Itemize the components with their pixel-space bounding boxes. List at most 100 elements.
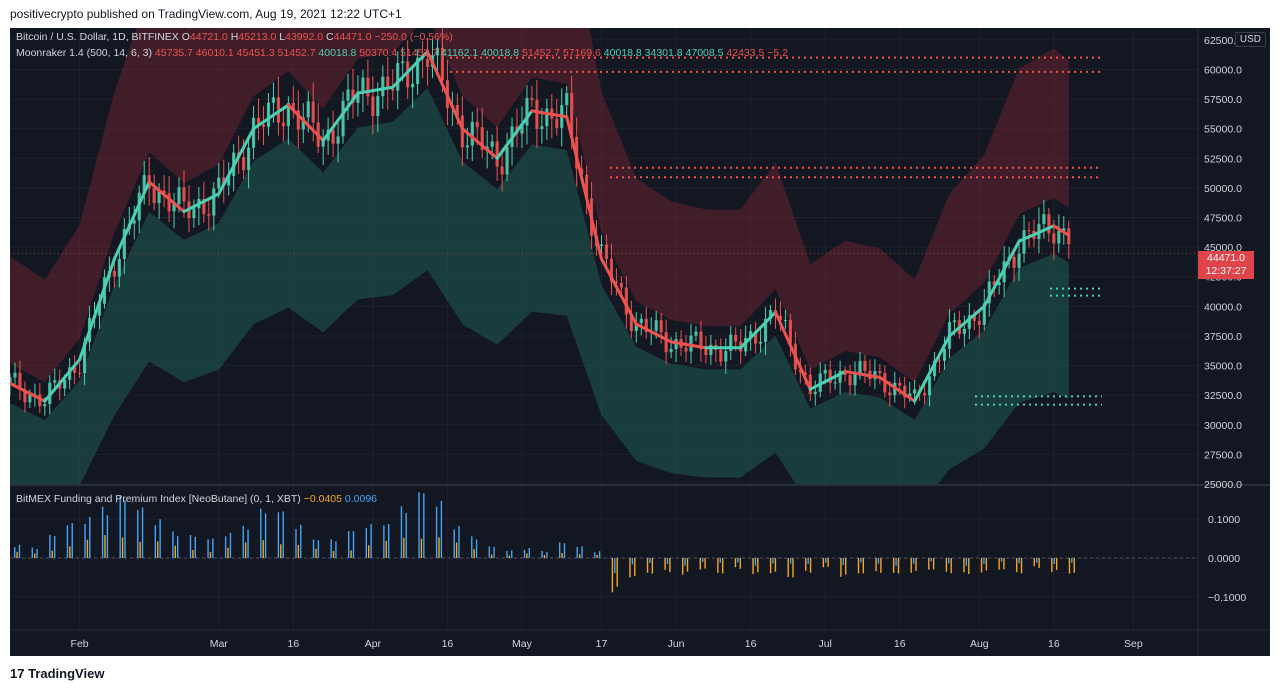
candle-body <box>898 382 902 386</box>
funding-bar <box>300 524 302 558</box>
funding-pane[interactable] <box>10 492 1198 593</box>
moonraker-line-segment <box>600 257 608 270</box>
candle-body <box>664 332 668 353</box>
time-tick-label: Feb <box>71 638 89 650</box>
moonraker-line-segment <box>938 343 946 357</box>
candle-body <box>997 282 1001 286</box>
moonraker-line-segment <box>923 371 932 384</box>
funding-bar <box>774 558 777 572</box>
candle-body <box>624 287 628 315</box>
candle-body <box>659 320 663 333</box>
funding-bar <box>332 550 335 558</box>
price-tick-label: 40000.0 <box>1204 301 1242 313</box>
funding-bar <box>704 558 706 569</box>
funding-bar <box>717 558 719 574</box>
low-value: 43992.0 <box>285 31 324 43</box>
moonraker-value: 45735.7 <box>154 47 193 59</box>
funding-axis[interactable]: 0.1000 0.0000 −0.1000 <box>1208 514 1246 604</box>
funding-bar <box>119 496 121 558</box>
main-pane[interactable] <box>10 28 1198 515</box>
funding-bar <box>124 500 126 558</box>
symbol-legend[interactable]: Bitcoin / U.S. Dollar, 1D, BITFINEX O447… <box>16 31 453 43</box>
funding-bar <box>734 558 737 568</box>
candle-body <box>256 117 261 125</box>
funding-bar <box>262 540 264 558</box>
moonraker-line-segment <box>783 332 792 347</box>
moonraker-line-segment <box>565 115 574 139</box>
candle-body <box>704 349 708 355</box>
price-chart-svg[interactable]: 62500.0 60000.0 57500.0 55000.0 52500.0 50000… <box>10 28 1270 656</box>
price-tick-label: 47500.0 <box>1204 213 1242 225</box>
candle-body <box>117 258 121 277</box>
currency-button[interactable]: USD <box>1234 32 1266 47</box>
moonraker-legend[interactable]: Moonraker 1.4 (500, 14, 6, 3) 45735.7 46… <box>16 47 788 59</box>
funding-bar <box>453 529 455 558</box>
funding-bar <box>506 550 508 558</box>
funding-bar <box>523 549 526 558</box>
funding-bar <box>739 558 741 569</box>
moonraker-line-segment <box>614 285 623 298</box>
candle-body <box>614 281 619 283</box>
candle-body <box>82 342 87 374</box>
candle-body <box>585 174 589 199</box>
chart-area[interactable]: 62500.0 60000.0 57500.0 55000.0 52500.0 50000… <box>10 28 1270 656</box>
funding-bar <box>895 558 897 566</box>
time-axis[interactable]: Feb Mar 16 Apr 16 May 17 Jun 16 Jul 16 Aug 16 Sep <box>71 638 1143 650</box>
time-tick-label: 16 <box>442 638 454 650</box>
funding-bar <box>985 558 988 571</box>
moonraker-line-segment <box>83 329 92 347</box>
published-text: positivecrypto published on TradingView.… <box>10 7 402 21</box>
moonraker-line-segment <box>132 202 141 217</box>
tradingview-logo[interactable]: 17 TradingView <box>10 666 104 681</box>
candle-body <box>157 190 161 204</box>
candle-body <box>952 320 957 323</box>
moonraker-value: 51452.7 <box>274 47 316 59</box>
funding-bar <box>405 512 407 558</box>
moonraker-line-segment <box>137 191 146 206</box>
funding-bar <box>787 558 789 578</box>
funding-bar <box>860 558 862 563</box>
funding-bar <box>686 558 689 572</box>
candle-body <box>162 190 166 194</box>
candle-body <box>286 103 290 127</box>
high-value: 45213.0 <box>238 31 277 43</box>
candle-body <box>987 281 991 304</box>
funding-legend[interactable]: BitMEX Funding and Premium Index [NeoBut… <box>16 493 377 505</box>
moonraker-line-segment <box>426 50 435 65</box>
funding-bar <box>51 550 53 558</box>
moonraker-line-segment <box>928 362 937 375</box>
moonraker-line-segment <box>1062 230 1071 237</box>
funding-bar <box>526 553 528 558</box>
funding-bar <box>511 550 513 558</box>
candle-body <box>629 314 633 331</box>
funding-bar <box>1016 558 1018 573</box>
candle-body <box>694 331 698 336</box>
funding-bar <box>315 548 317 558</box>
tradingview-brand: TradingView <box>28 666 105 681</box>
funding-bar <box>295 529 297 558</box>
funding-bar <box>1073 558 1075 573</box>
moonraker-line-segment <box>247 127 256 140</box>
funding-bar <box>491 554 493 558</box>
funding-bar <box>598 551 601 558</box>
funding-bar <box>438 537 440 558</box>
funding-bar <box>928 558 930 570</box>
moonraker-line-segment <box>942 334 951 347</box>
candle-body <box>719 349 723 362</box>
candle-body <box>346 89 350 101</box>
candle-body <box>212 188 216 216</box>
candle-body <box>609 258 614 282</box>
candle-body <box>1052 233 1056 244</box>
candle-body <box>480 127 484 150</box>
funding-bar <box>36 549 38 558</box>
candle-body <box>1017 253 1021 268</box>
price-tick-label: 52500.0 <box>1204 153 1242 165</box>
moonraker-line-segment <box>629 313 638 326</box>
funding-bar <box>614 558 616 574</box>
candle-body <box>644 318 648 332</box>
moonraker-line-segment <box>570 135 579 159</box>
candle-body <box>301 117 305 130</box>
candle-body <box>1062 228 1066 231</box>
funding-bar <box>840 558 842 577</box>
candle-body <box>381 76 385 97</box>
